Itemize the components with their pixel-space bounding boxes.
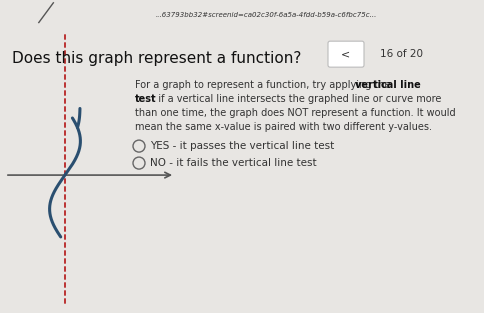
Text: For a graph to represent a function, try applying the: For a graph to represent a function, try… — [135, 80, 393, 90]
Text: vertical line: vertical line — [354, 80, 420, 90]
Text: <: < — [341, 49, 350, 59]
Text: 16 of 20: 16 of 20 — [379, 49, 422, 59]
Text: than one time, the graph does NOT represent a function. It would: than one time, the graph does NOT repres… — [135, 108, 454, 118]
Text: ...63793bb32#screenid=ca02c30f-6a5a-4fdd-b59a-c6fbc75c...: ...63793bb32#screenid=ca02c30f-6a5a-4fdd… — [156, 13, 377, 18]
Text: Does this graph represent a function?: Does this graph represent a function? — [12, 51, 301, 66]
Text: YES - it passes the vertical line test: YES - it passes the vertical line test — [150, 141, 333, 151]
Text: mean the same x-value is paired with two different y-values.: mean the same x-value is paired with two… — [135, 122, 431, 132]
Text: NO - it fails the vertical line test: NO - it fails the vertical line test — [150, 158, 316, 168]
FancyBboxPatch shape — [327, 41, 363, 67]
Text: : if a vertical line intersects the graphed line or curve more: : if a vertical line intersects the grap… — [151, 94, 440, 104]
Text: test: test — [135, 94, 156, 104]
